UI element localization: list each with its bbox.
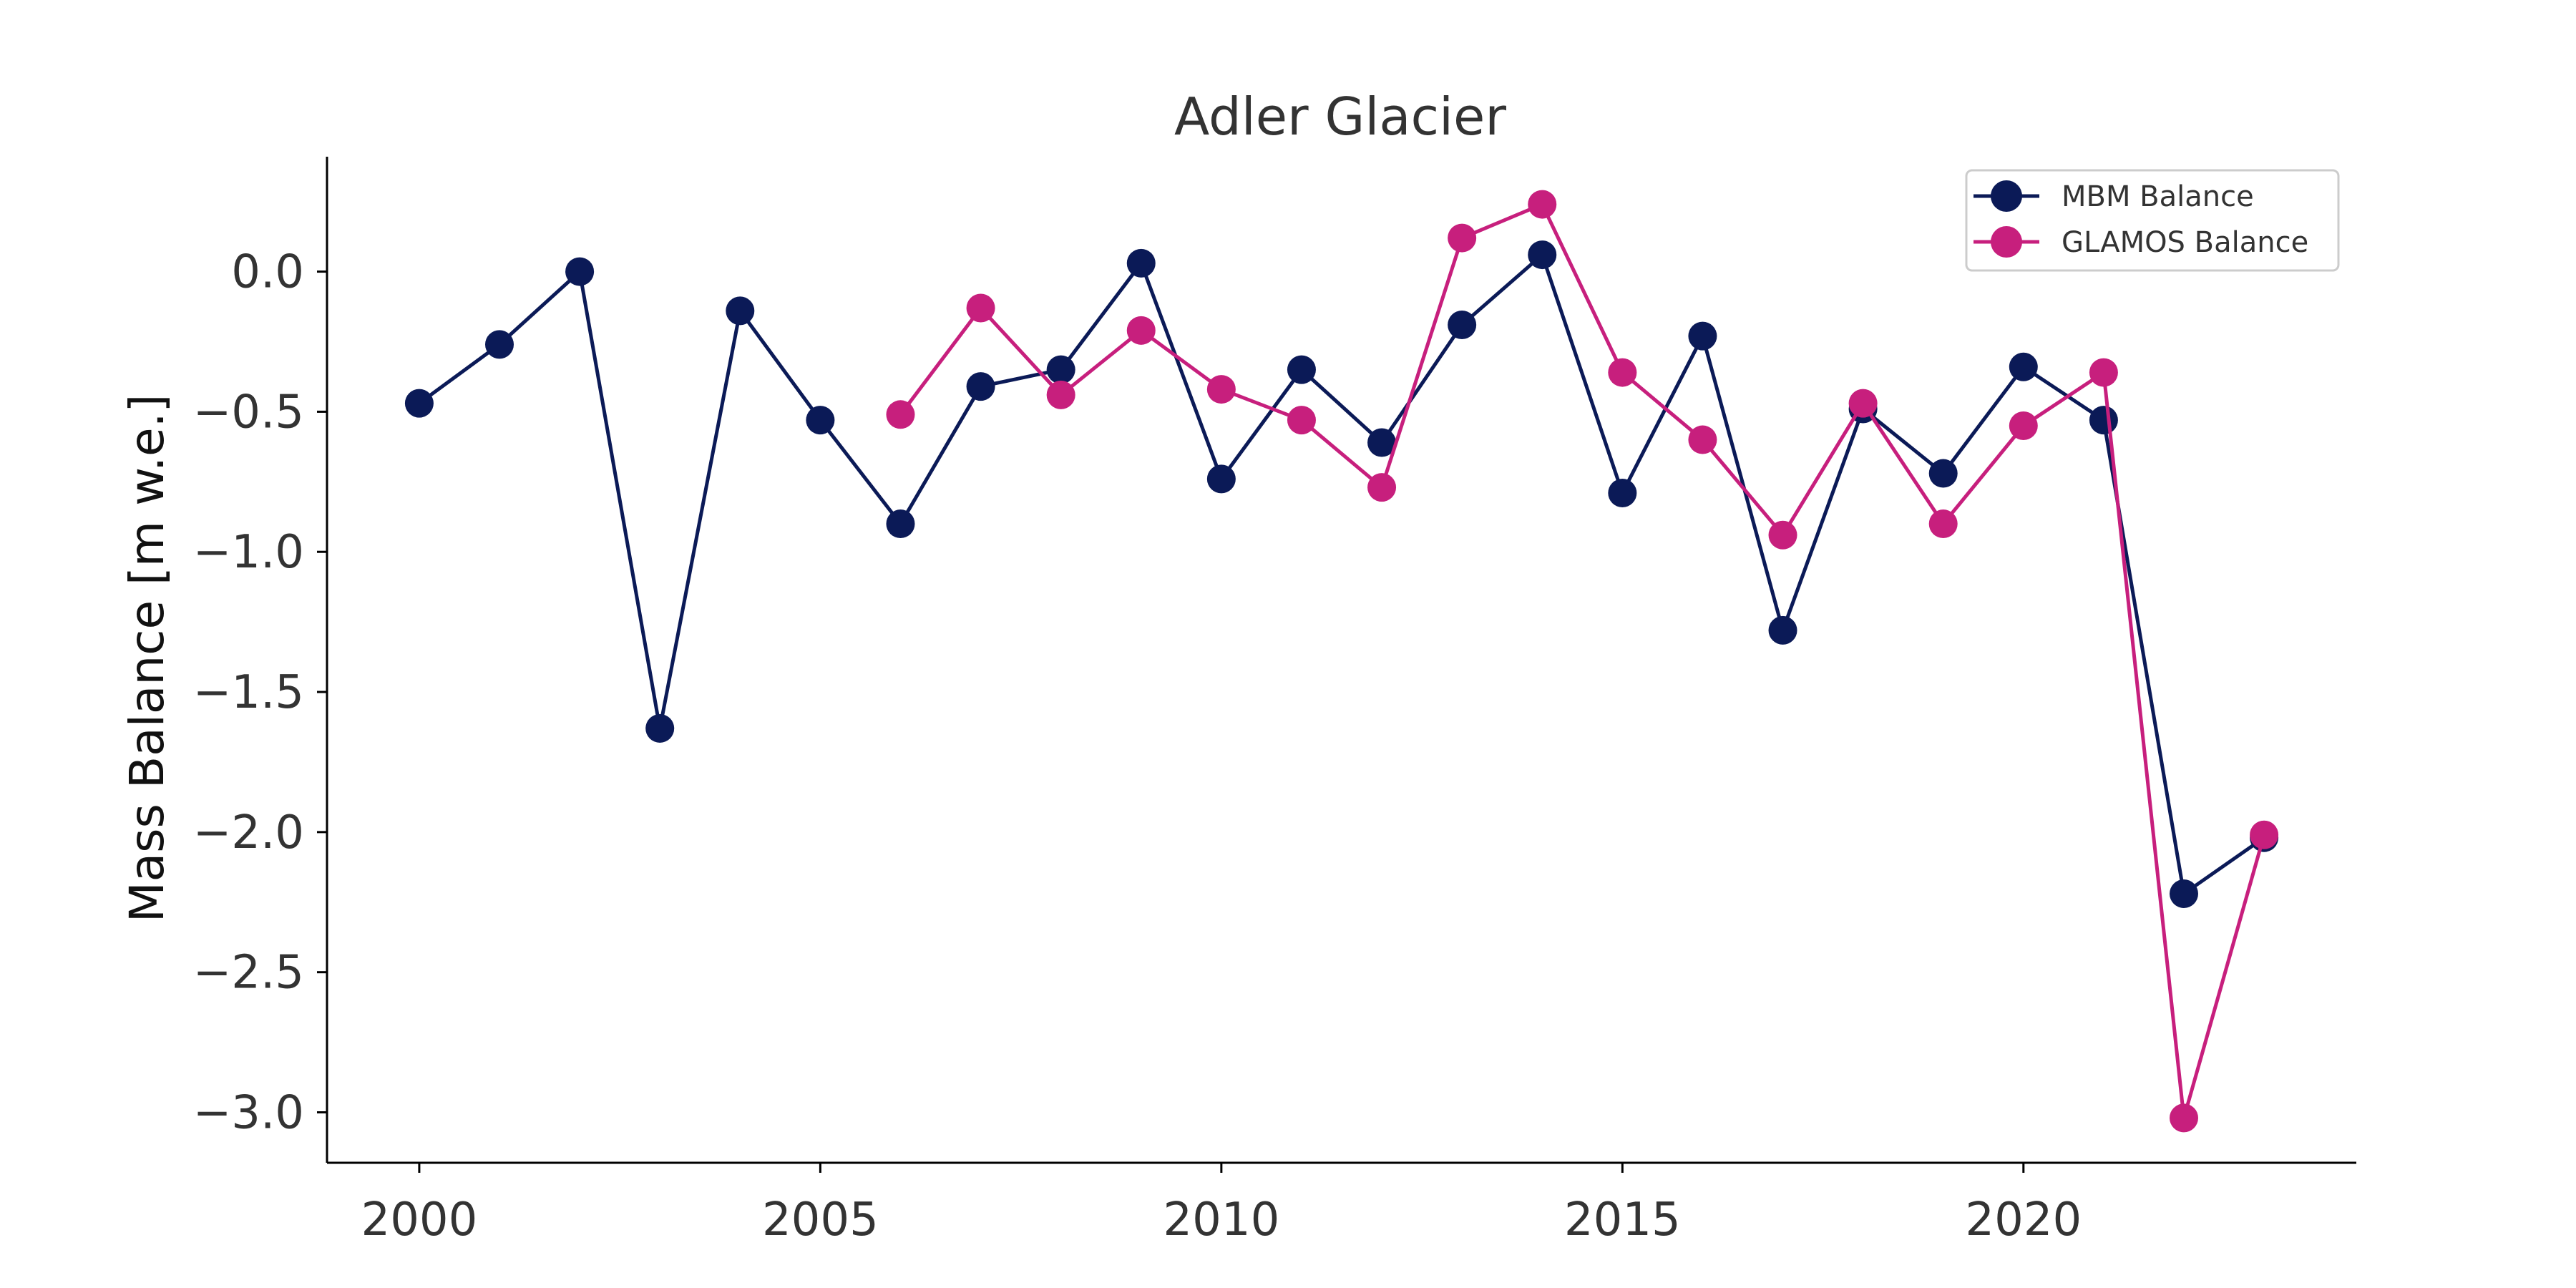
data-point (1528, 240, 1557, 270)
legend-label-mbm: MBM Balance (2062, 180, 2254, 213)
data-point (1367, 473, 1397, 502)
y-tick-label: −1.0 (193, 526, 304, 579)
series-glamos (886, 190, 2279, 1133)
data-point (1928, 459, 1958, 488)
data-point (2169, 1103, 2198, 1133)
data-point (1126, 248, 1156, 278)
data-point (726, 296, 755, 326)
data-point (1448, 223, 1477, 253)
series-line (418, 253, 2265, 896)
x-tick-label: 2020 (1965, 1194, 2082, 1246)
y-tick-label: −3.0 (193, 1087, 304, 1140)
x-tick-label: 2010 (1163, 1194, 1279, 1246)
x-tick-label: 2000 (361, 1194, 477, 1246)
axes (326, 157, 2356, 1164)
data-point (645, 713, 675, 743)
data-point (2009, 352, 2038, 381)
data-point (1206, 375, 1236, 404)
chart-title: Adler Glacier (1174, 87, 1506, 147)
data-point (806, 406, 835, 435)
data-point (1287, 355, 1316, 384)
data-point (485, 330, 514, 359)
data-point (2169, 879, 2198, 909)
data-point (1848, 389, 1878, 418)
data-point (1206, 464, 1236, 494)
x-tick-label: 2005 (762, 1194, 879, 1246)
legend-marker-glamos (1991, 226, 2022, 258)
y-axis-ticks: 0.0 −0.5 −1.0 −1.5 −2.0 −2.5 −3.0 (193, 246, 327, 1140)
data-point (886, 400, 915, 429)
y-axis-label: Mass Balance [m w.e.] (119, 394, 175, 923)
data-point (966, 372, 995, 401)
data-point (1688, 425, 1717, 454)
data-point (1367, 428, 1397, 457)
y-tick-label: −2.0 (193, 806, 304, 859)
y-tick-label: 0.0 (231, 246, 304, 299)
legend: MBM Balance GLAMOS Balance (1965, 169, 2340, 272)
data-point (2089, 358, 2118, 387)
data-point (1126, 316, 1156, 345)
legend-entry-glamos: GLAMOS Balance (1974, 226, 2308, 259)
legend-entry-mbm: MBM Balance (1974, 180, 2254, 213)
data-point (1448, 310, 1477, 339)
data-point (1287, 406, 1316, 435)
legend-frame (1965, 169, 2340, 272)
series-line (899, 203, 2266, 1120)
data-point (886, 509, 915, 539)
legend-marker-mbm (1991, 180, 2022, 212)
data-point (966, 293, 995, 323)
data-point (404, 389, 434, 418)
data-point (1928, 509, 1958, 539)
x-tick-label: 2015 (1564, 1194, 1681, 1246)
data-point (1608, 478, 1637, 507)
series-layer (404, 190, 2279, 1133)
data-point (1046, 380, 1075, 409)
series-mbm (404, 240, 2279, 909)
data-point (1046, 355, 1075, 384)
data-point (1528, 190, 1557, 219)
data-point (565, 257, 595, 286)
data-point (1608, 358, 1637, 387)
y-tick-label: −0.5 (193, 386, 304, 439)
legend-label-glamos: GLAMOS Balance (2062, 226, 2308, 259)
data-point (2009, 411, 2038, 440)
data-point (2250, 820, 2279, 849)
x-axis-ticks: 2000 2005 2010 2015 2020 (361, 1163, 2082, 1246)
y-tick-label: −2.5 (193, 947, 304, 1000)
data-point (1768, 520, 1797, 550)
data-point (1688, 321, 1717, 351)
y-tick-label: −1.5 (193, 666, 304, 719)
data-point (1768, 615, 1797, 645)
data-point (2089, 406, 2118, 435)
